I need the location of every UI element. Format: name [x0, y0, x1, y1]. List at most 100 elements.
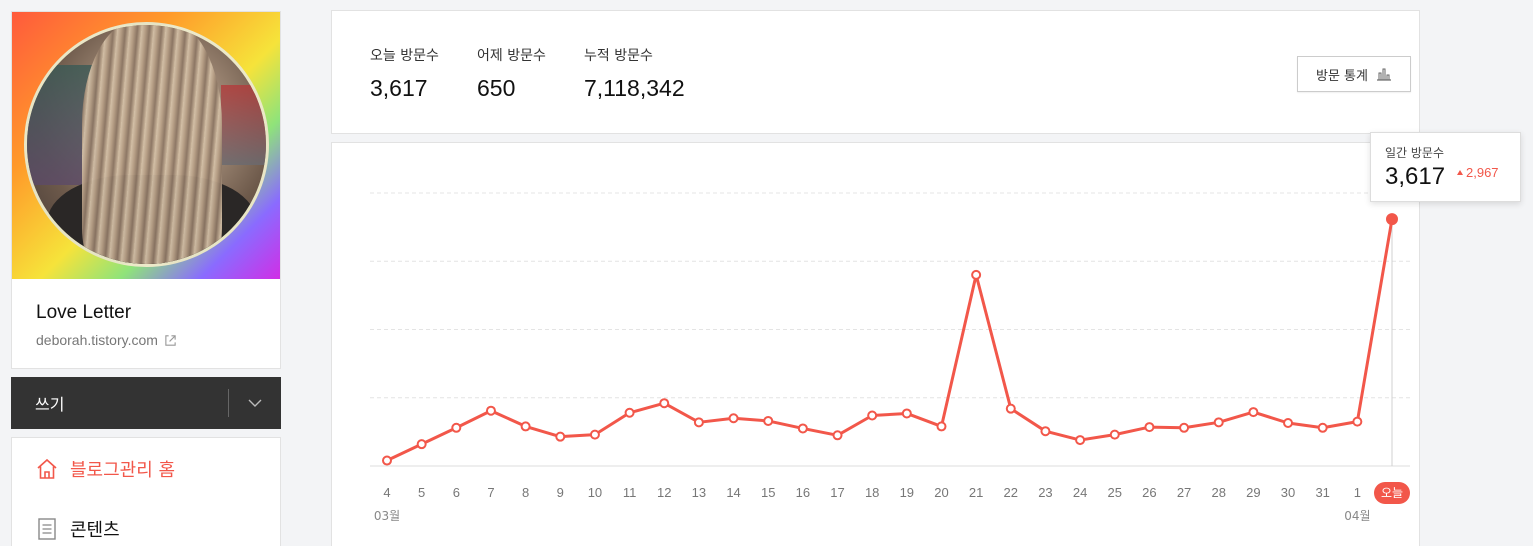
tick-label: 오늘: [1381, 486, 1403, 500]
data-point: [1040, 426, 1051, 437]
data-point: [867, 410, 878, 421]
tick-label: 31: [1315, 485, 1329, 500]
stat-yesterday: 어제 방문수 650: [477, 45, 546, 102]
tick-label: 23: [1038, 485, 1052, 500]
today-tick-badge: [1374, 482, 1410, 504]
tooltip-label: 일간 방문수: [1385, 146, 1445, 160]
tick-label: 20: [934, 485, 948, 500]
data-point: [1386, 213, 1398, 226]
tooltip-value: 3,617: [1385, 163, 1446, 190]
profile-image[interactable]: [12, 12, 280, 279]
tick-label: 7: [487, 485, 494, 500]
write-button[interactable]: 쓰기: [35, 395, 65, 414]
data-point: [1317, 422, 1328, 433]
data-point: [555, 431, 566, 442]
home-icon: [37, 458, 57, 479]
tick-label: 17: [830, 485, 844, 500]
stat-label: 오늘 방문수: [370, 48, 439, 64]
data-point: [1075, 435, 1086, 446]
divider: [228, 389, 229, 417]
data-point: [1144, 422, 1155, 433]
stat-value: 3,617: [370, 75, 428, 101]
stat-today: 오늘 방문수 3,617: [370, 45, 439, 102]
data-point: [763, 415, 774, 426]
avatar: [24, 22, 269, 267]
month-label: 03월: [374, 509, 400, 523]
data-point: [797, 423, 808, 434]
tick-label: 16: [796, 485, 810, 500]
stat-label: 어제 방문수: [477, 48, 546, 64]
tick-label: 13: [692, 485, 706, 500]
tick-label: 8: [522, 485, 529, 500]
tick-label: 6: [453, 485, 460, 500]
stat-label: 누적 방문수: [584, 48, 653, 64]
data-point: [416, 439, 427, 450]
blog-title[interactable]: Love Letter: [36, 302, 132, 323]
blog-url-link[interactable]: deborah.tistory.com: [36, 332, 177, 348]
data-point: [901, 408, 912, 419]
tick-label: 29: [1246, 485, 1260, 500]
data-point: [693, 417, 704, 428]
data-point: [624, 407, 635, 418]
external-link-icon[interactable]: [164, 334, 177, 347]
tick-label: 5: [418, 485, 425, 500]
tick-label: 24: [1073, 485, 1087, 500]
sidebar-item-blog-home[interactable]: 블로그관리 홈: [36, 456, 175, 482]
profile-card: Love Letter deborah.tistory.com: [11, 11, 281, 369]
data-point: [659, 398, 670, 409]
tick-label: 1: [1354, 485, 1361, 500]
data-point: [1109, 429, 1120, 440]
tick-label: 19: [900, 485, 914, 500]
tooltip-change: 2,967: [1457, 165, 1499, 180]
visitor-stats-card: 오늘 방문수 3,617 어제 방문수 650 누적 방문수 7,118,342…: [331, 10, 1420, 134]
tick-label: 22: [1004, 485, 1018, 500]
tick-label: 27: [1177, 485, 1191, 500]
tick-label: 14: [726, 485, 740, 500]
data-point: [936, 421, 947, 432]
sidebar-menu: 블로그관리 홈 콘텐츠: [11, 437, 281, 546]
visit-stats-button[interactable]: 방문 통계: [1297, 56, 1411, 92]
data-point: [1283, 418, 1294, 429]
series-line: [386, 218, 1394, 462]
data-point: [589, 429, 600, 440]
data-point: [382, 455, 392, 466]
tick-label: 25: [1108, 485, 1122, 500]
month-label: 04월: [1344, 509, 1370, 523]
daily-visitors-chart: 4 5 6 7 8 9 10 11 12 13 14 15 16 17 18 19 20 21 22 23 24 25 26…: [370, 192, 1410, 523]
tick-label: 10: [588, 485, 602, 500]
tick-label: 26: [1142, 485, 1156, 500]
up-arrow-icon: [1457, 170, 1463, 175]
tick-label: 21: [969, 485, 983, 500]
data-point: [728, 413, 739, 424]
data-point: [1248, 407, 1259, 418]
stat-total: 누적 방문수 7,118,342: [584, 45, 685, 102]
stat-value: 7,118,342: [584, 75, 685, 101]
tick-label: 12: [657, 485, 671, 500]
tick-label: 28: [1211, 485, 1225, 500]
sidebar-item-contents[interactable]: 콘텐츠: [36, 516, 120, 542]
tick-label: 4: [383, 485, 390, 500]
chevron-down-icon: [248, 399, 262, 407]
stat-value: 650: [477, 75, 516, 101]
tick-label: 15: [761, 485, 775, 500]
document-icon: [38, 518, 56, 540]
chart-tooltip: 일간 방문수 3,617 2,967: [1370, 132, 1521, 202]
data-point: [1352, 416, 1363, 427]
tick-label: 11: [623, 485, 637, 500]
sidebar-item-label: 콘텐츠: [70, 520, 120, 541]
data-point: [971, 269, 982, 280]
bar-chart-icon: [1376, 68, 1391, 81]
tick-label: 9: [557, 485, 564, 500]
data-point: [832, 430, 843, 441]
data-point: [520, 421, 531, 432]
sidebar-item-label: 블로그관리 홈: [70, 460, 176, 481]
data-point: [1179, 422, 1190, 433]
tick-label: 30: [1281, 485, 1295, 500]
visit-stats-button-label: 방문 통계: [1316, 68, 1368, 84]
data-point: [1213, 417, 1224, 428]
data-point: [451, 422, 462, 433]
daily-visitors-chart-card: 4 5 6 7 8 9 10 11 12 13 14 15 16 17 18 19 20 21 22 23 24 25 26…: [331, 142, 1420, 546]
blog-url[interactable]: deborah.tistory.com: [36, 332, 158, 348]
write-dropdown-button[interactable]: [229, 377, 281, 429]
write-bar: 쓰기: [11, 377, 281, 429]
